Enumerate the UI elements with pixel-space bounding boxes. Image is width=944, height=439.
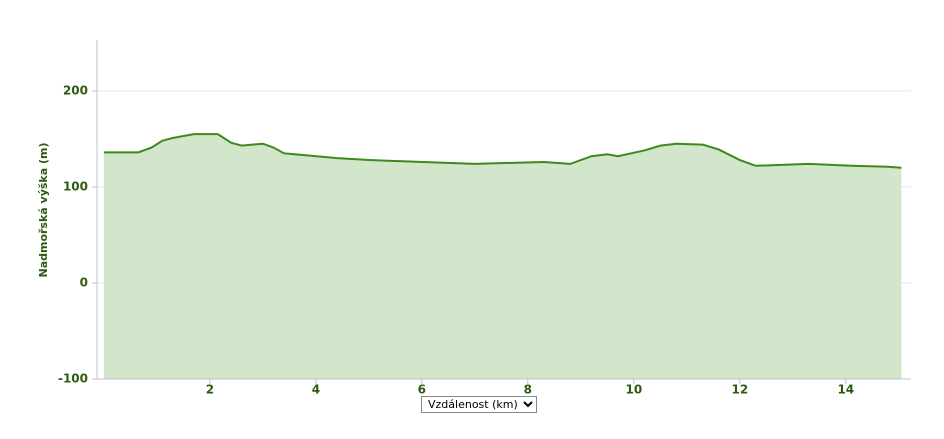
- elevation-line: [103, 133, 902, 169]
- x-tick-label: 12: [731, 383, 748, 397]
- x-tick-label: 8: [524, 383, 532, 397]
- x-tick-label: 4: [312, 383, 320, 397]
- x-tick-label: 2: [206, 383, 214, 397]
- x-tick-label: 14: [837, 383, 854, 397]
- y-tick-label: 100: [63, 179, 88, 193]
- x-tick-label: 10: [625, 383, 642, 397]
- area-fill: [103, 134, 902, 379]
- y-tick-label: -100: [58, 372, 88, 386]
- y-tick-label: 0: [80, 275, 88, 289]
- x-axis-selector[interactable]: Vzdálenost (km): [421, 396, 537, 413]
- y-axis-title: Nadmořská výška (m): [37, 142, 50, 277]
- y-tick-label: 200: [63, 83, 88, 97]
- x-tick-label: 6: [418, 383, 426, 397]
